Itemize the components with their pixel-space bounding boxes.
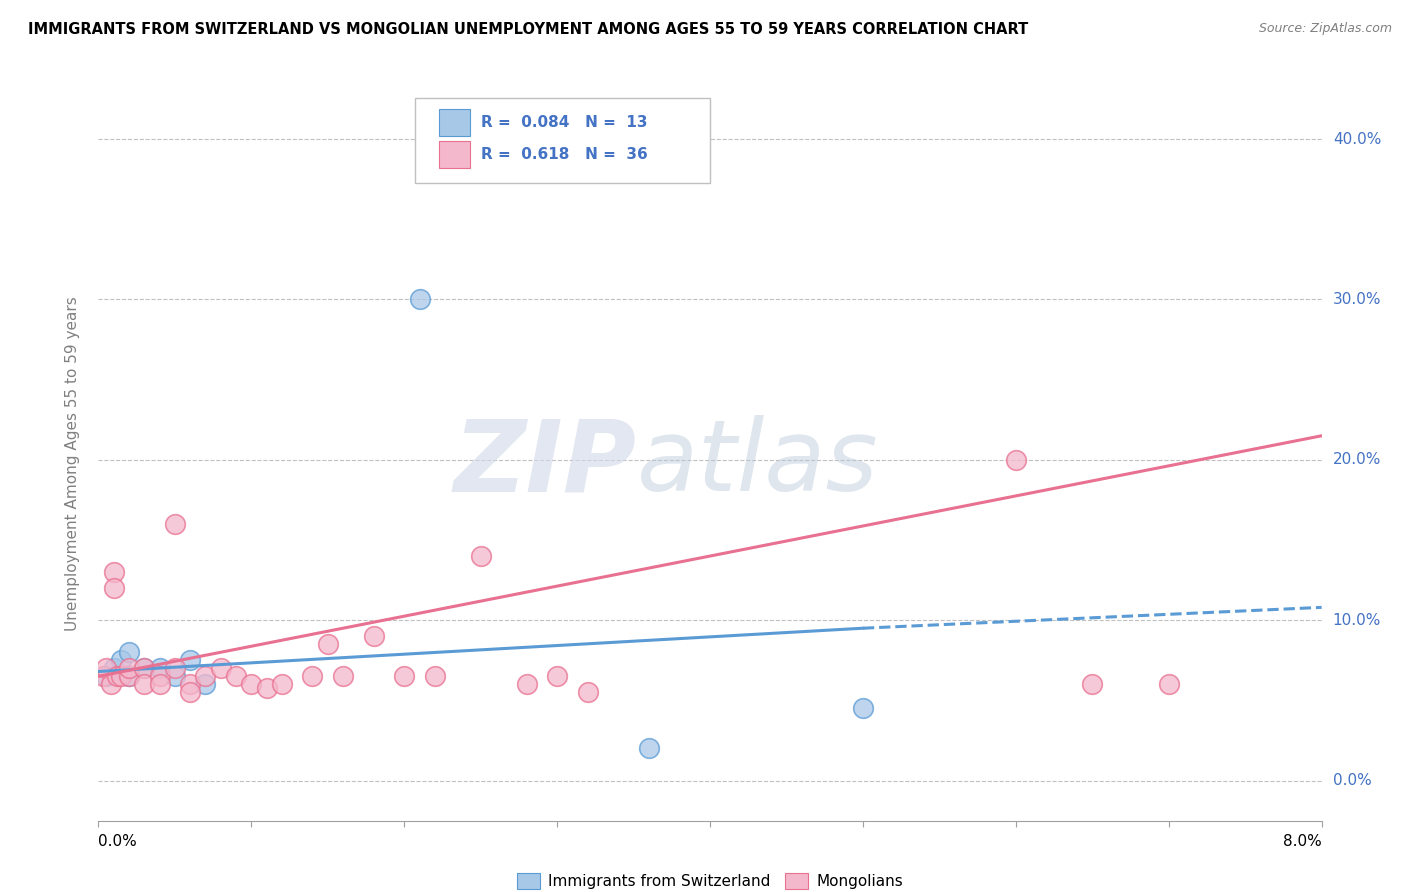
Text: 0.0%: 0.0% <box>98 834 138 849</box>
Point <box>637 741 661 756</box>
Point <box>270 677 294 691</box>
Point <box>408 293 430 307</box>
Text: 8.0%: 8.0% <box>1282 834 1322 849</box>
Point <box>118 661 141 675</box>
Point <box>149 661 172 675</box>
Point <box>852 701 875 715</box>
Point <box>576 685 599 699</box>
Point <box>392 669 416 683</box>
Y-axis label: Unemployment Among Ages 55 to 59 years: Unemployment Among Ages 55 to 59 years <box>65 296 80 632</box>
Point <box>1004 453 1026 467</box>
Point <box>1081 677 1104 691</box>
Point <box>179 685 201 699</box>
Point <box>179 653 201 667</box>
Point <box>110 669 132 683</box>
Text: 30.0%: 30.0% <box>1333 292 1381 307</box>
Text: Source: ZipAtlas.com: Source: ZipAtlas.com <box>1258 22 1392 36</box>
Point <box>94 661 117 675</box>
Point <box>240 677 263 691</box>
Text: atlas: atlas <box>637 416 879 512</box>
Point <box>516 677 538 691</box>
Point <box>256 681 278 695</box>
Text: 0.0%: 0.0% <box>1333 773 1371 788</box>
Point <box>103 581 125 595</box>
Point <box>91 669 114 683</box>
Point <box>103 661 125 675</box>
Point <box>163 661 186 675</box>
Text: 20.0%: 20.0% <box>1333 452 1381 467</box>
Point <box>163 669 186 683</box>
Text: ZIP: ZIP <box>454 416 637 512</box>
Point <box>163 516 186 531</box>
Point <box>118 645 141 659</box>
Point <box>105 669 128 683</box>
Text: R =  0.084   N =  13: R = 0.084 N = 13 <box>481 115 647 129</box>
Point <box>94 669 117 683</box>
Point <box>134 677 156 691</box>
Point <box>1157 677 1180 691</box>
Text: 40.0%: 40.0% <box>1333 132 1381 146</box>
Text: IMMIGRANTS FROM SWITZERLAND VS MONGOLIAN UNEMPLOYMENT AMONG AGES 55 TO 59 YEARS : IMMIGRANTS FROM SWITZERLAND VS MONGOLIAN… <box>28 22 1028 37</box>
Point <box>149 669 172 683</box>
Point <box>332 669 354 683</box>
Point <box>363 629 385 643</box>
Point <box>103 565 125 579</box>
Text: 10.0%: 10.0% <box>1333 613 1381 628</box>
Point <box>179 677 201 691</box>
Point <box>225 669 247 683</box>
Point <box>301 669 323 683</box>
Point <box>194 677 217 691</box>
Point <box>134 661 156 675</box>
Point <box>149 677 172 691</box>
Point <box>470 549 492 563</box>
Point <box>316 637 339 651</box>
Point <box>209 661 232 675</box>
Legend: Immigrants from Switzerland, Mongolians: Immigrants from Switzerland, Mongolians <box>512 867 908 892</box>
Point <box>100 677 122 691</box>
Point <box>110 653 132 667</box>
Point <box>118 669 141 683</box>
Point <box>194 669 217 683</box>
Point <box>546 669 568 683</box>
Point <box>134 661 156 675</box>
Point <box>423 669 446 683</box>
Point <box>118 669 141 683</box>
Text: R =  0.618   N =  36: R = 0.618 N = 36 <box>481 147 648 161</box>
